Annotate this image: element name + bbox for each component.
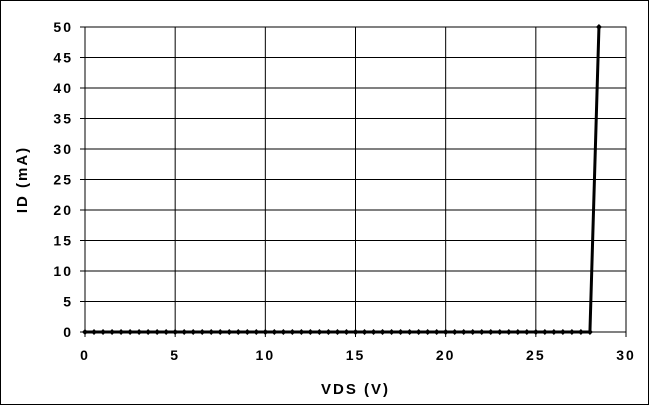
data-point xyxy=(136,329,143,335)
data-point xyxy=(595,24,602,30)
y-axis-ticks: 0 5 10 15 20 25 30 35 40 45 50 xyxy=(53,19,85,340)
data-point xyxy=(253,329,260,335)
x-tick-label: 5 xyxy=(170,347,180,363)
data-point xyxy=(163,329,170,335)
data-point xyxy=(118,329,125,335)
y-tick-label: 0 xyxy=(63,324,73,340)
y-tick-label: 25 xyxy=(53,172,73,188)
data-point xyxy=(307,329,314,335)
x-tick-label: 30 xyxy=(616,347,636,363)
series-line xyxy=(85,26,601,334)
data-point xyxy=(577,329,584,335)
data-point xyxy=(109,329,116,335)
x-tick-label: 0 xyxy=(80,347,90,363)
data-point xyxy=(361,329,368,335)
y-tick-label: 20 xyxy=(53,202,73,218)
data-point xyxy=(352,329,359,335)
data-point xyxy=(271,329,278,335)
data-point xyxy=(325,329,332,335)
data-point xyxy=(208,329,215,335)
data-point xyxy=(154,329,161,335)
y-tick-label: 10 xyxy=(53,263,73,279)
data-point xyxy=(334,329,341,335)
data-point xyxy=(289,329,296,335)
y-tick-label: 30 xyxy=(53,141,73,157)
data-point xyxy=(100,329,107,335)
x-axis-ticks: 0 5 10 15 20 25 30 xyxy=(80,332,636,363)
data-point xyxy=(199,329,206,335)
data-point xyxy=(586,329,593,335)
grid-lines xyxy=(84,26,627,333)
data-point xyxy=(262,329,269,335)
data-point xyxy=(541,329,548,335)
data-point xyxy=(145,329,152,335)
data-point xyxy=(298,329,305,335)
x-tick-label: 20 xyxy=(436,347,456,363)
x-axis-label: VDS (V) xyxy=(321,381,390,398)
x-tick-label: 15 xyxy=(346,347,366,363)
data-point xyxy=(379,329,386,335)
data-point xyxy=(235,329,242,335)
data-point xyxy=(460,329,467,335)
y-tick-label: 5 xyxy=(63,294,73,310)
data-point xyxy=(424,329,431,335)
data-point xyxy=(487,329,494,335)
data-point xyxy=(451,329,458,335)
data-point xyxy=(91,329,98,335)
y-tick-label: 50 xyxy=(53,19,73,35)
data-point xyxy=(478,329,485,335)
data-point xyxy=(523,329,530,335)
data-point xyxy=(505,329,512,335)
y-tick-label: 15 xyxy=(53,233,73,249)
data-point xyxy=(532,329,539,335)
data-point xyxy=(280,329,287,335)
data-point xyxy=(442,329,449,335)
data-point xyxy=(469,329,476,335)
data-point xyxy=(415,329,422,335)
x-tick-label: 10 xyxy=(256,347,276,363)
data-point xyxy=(172,329,179,335)
data-point xyxy=(514,329,521,335)
data-point xyxy=(550,329,557,335)
data-point xyxy=(568,329,575,335)
data-point xyxy=(433,329,440,335)
x-tick-label: 25 xyxy=(526,347,546,363)
data-point xyxy=(388,329,395,335)
data-point xyxy=(370,329,377,335)
y-axis-label: ID (mA) xyxy=(14,146,31,213)
data-point xyxy=(343,329,350,335)
data-point xyxy=(496,329,503,335)
data-series xyxy=(82,24,602,335)
y-tick-label: 45 xyxy=(53,50,73,66)
data-point xyxy=(397,329,404,335)
data-point xyxy=(217,329,224,335)
data-point xyxy=(181,329,188,335)
y-tick-label: 40 xyxy=(53,80,73,96)
y-tick-label: 35 xyxy=(53,111,73,127)
data-point xyxy=(244,329,251,335)
data-point xyxy=(226,329,233,335)
data-point xyxy=(559,329,566,335)
data-point xyxy=(127,329,134,335)
data-point xyxy=(190,329,197,335)
data-point xyxy=(406,329,413,335)
data-point xyxy=(82,329,88,335)
data-point xyxy=(316,329,323,335)
